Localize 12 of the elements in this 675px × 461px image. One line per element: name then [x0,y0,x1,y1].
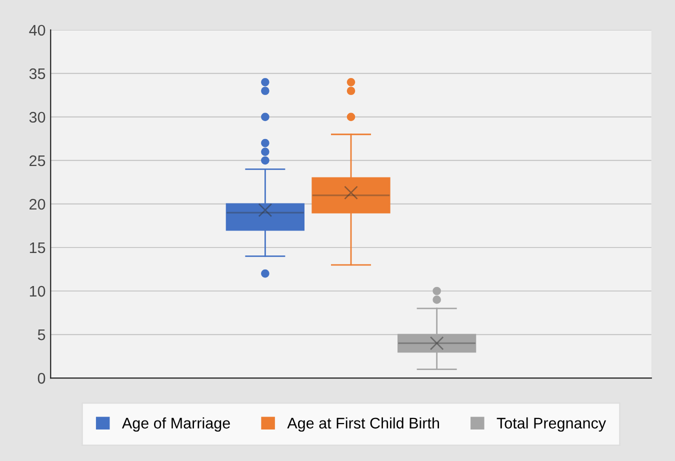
y-tick-label: 0 [38,372,46,384]
legend-label: Age of Marriage [122,417,230,432]
y-tick-label: 15 [30,242,46,254]
y-tick-label: 35 [29,68,46,80]
y-tick-label: 20 [30,198,46,210]
y-tick-label: 10 [30,286,46,297]
y-tick-label: 5 [38,330,46,340]
y-tick-label: 40 [29,24,46,36]
y-tick-label: 30 [29,112,46,123]
y-tick-label: 25 [30,155,46,166]
legend-label: Age at First Child Birth [287,417,439,432]
legend-label: Total Pregnancy [496,417,606,432]
